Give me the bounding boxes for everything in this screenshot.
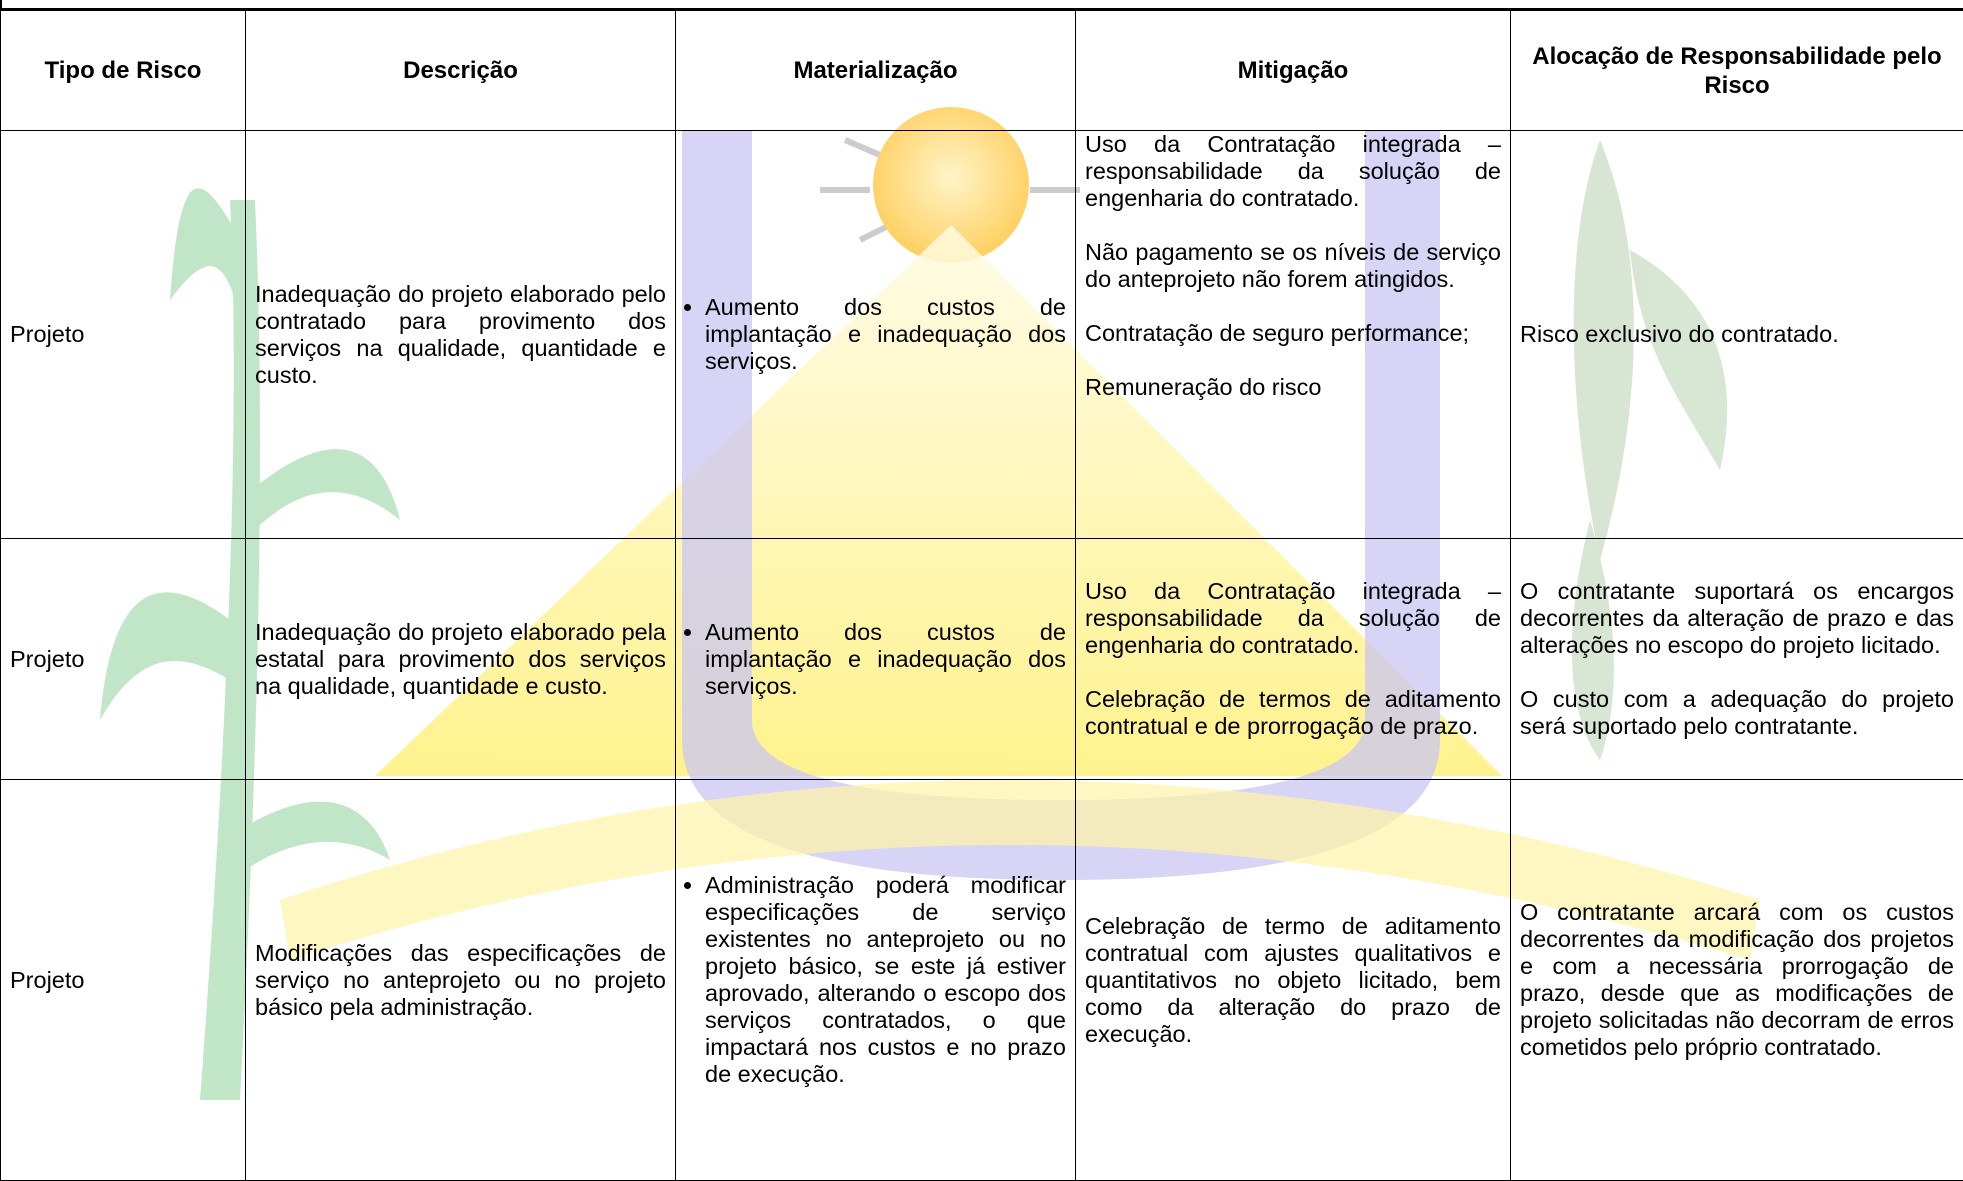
- row: Projeto Inadequação do projeto elaborado…: [1, 131, 1963, 539]
- row: Projeto Modificações das especificações …: [1, 780, 1963, 1181]
- cell: Projeto: [1, 780, 246, 1181]
- paragraph: Não pagamento se os níveis de serviço do…: [1085, 239, 1501, 293]
- header-cell: Materialização: [676, 11, 1076, 131]
- cell: Modificações das especificações de servi…: [246, 780, 676, 1181]
- paragraph: Remuneração do risco: [1085, 374, 1501, 401]
- paragraph: O contratante arcará com os custos decor…: [1520, 899, 1954, 1061]
- cell: O contratante arcará com os custos decor…: [1511, 780, 1963, 1181]
- cell: Inadequação do projeto elaborado pelo co…: [246, 131, 676, 539]
- cell: Celebração de termo de aditamento contra…: [1076, 780, 1511, 1181]
- cell: Risco exclusivo do contratado.: [1511, 131, 1963, 539]
- paragraph: O custo com a adequação do projeto será …: [1520, 686, 1954, 740]
- cell: Aumento dos custos de implantação e inad…: [676, 539, 1076, 780]
- paragraph: Uso da Contratação integrada – responsab…: [1085, 578, 1501, 659]
- cell: Administração poderá modificar especific…: [676, 780, 1076, 1181]
- cell: Projeto: [1, 131, 246, 539]
- paragraph: Contratação de seguro performance;: [1085, 320, 1501, 347]
- header-cell: Tipo de Risco: [1, 11, 246, 131]
- bullet: Aumento dos custos de implantação e inad…: [705, 619, 1066, 700]
- header-cell: Descrição: [246, 11, 676, 131]
- cell: Projeto: [1, 539, 246, 780]
- cell: O contratante suportará os encargos deco…: [1511, 539, 1963, 780]
- header-cell: Alocação de Responsabilidade pelo Risco: [1511, 11, 1963, 131]
- top-border: [0, 0, 1963, 10]
- bullet: Aumento dos custos de implantação e inad…: [705, 294, 1066, 375]
- header-row: Tipo de Risco Descrição Materialização M…: [1, 11, 1963, 131]
- row: Projeto Inadequação do projeto elaborado…: [1, 539, 1963, 780]
- cell: Inadequação do projeto elaborado pela es…: [246, 539, 676, 780]
- header-cell: Mitigação: [1076, 11, 1511, 131]
- paragraph: Uso da Contratação integrada – responsab…: [1085, 131, 1501, 212]
- cell: Aumento dos custos de implantação e inad…: [676, 131, 1076, 539]
- cell: Uso da Contratação integrada – responsab…: [1076, 539, 1511, 780]
- paragraph: O contratante suportará os encargos deco…: [1520, 578, 1954, 659]
- paragraph: Celebração de termos de aditamento contr…: [1085, 686, 1501, 740]
- paragraph: Risco exclusivo do contratado.: [1520, 321, 1954, 348]
- risk-table: Tipo de Risco Descrição Materialização M…: [0, 10, 1963, 1181]
- bullet: Administração poderá modificar especific…: [705, 872, 1066, 1088]
- paragraph: Celebração de termo de aditamento contra…: [1085, 913, 1501, 1048]
- cell: Uso da Contratação integrada – responsab…: [1076, 131, 1511, 539]
